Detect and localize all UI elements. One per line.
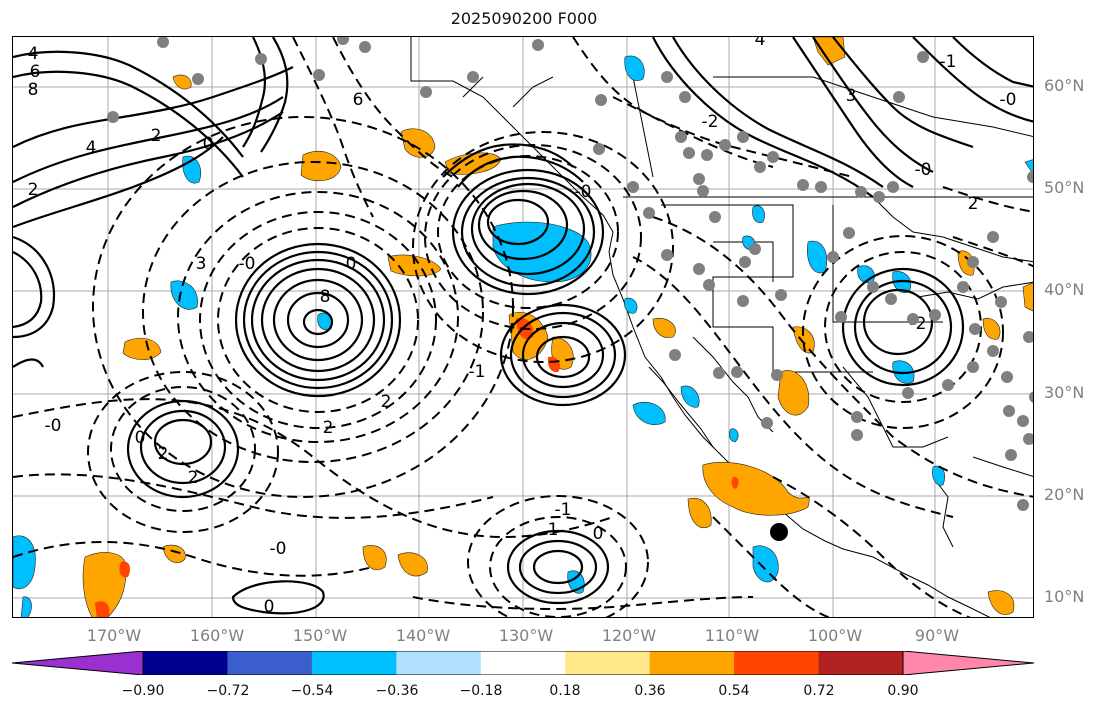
contour-label: 2 [968, 194, 979, 214]
colorbar-tick-label: −0.90 [121, 683, 165, 699]
map-frame: 4 6 8 4 2 0 6 2 8 3 -0 0 2 2 -0 0 2 2 -0… [12, 36, 1034, 618]
contour-label: 2 [188, 468, 199, 488]
contour-label: -0 [270, 539, 287, 559]
colorbar-segment [565, 651, 651, 675]
contour-label: 4 [28, 44, 39, 64]
lon-label: 110°W [704, 626, 760, 645]
station-markers [107, 37, 1033, 511]
contour-label: 2 [151, 126, 162, 146]
colorbar [12, 651, 1035, 675]
colorbar-tick-label: −0.72 [206, 683, 250, 699]
contour-label: 0 [135, 428, 146, 448]
contour-label: 4 [86, 138, 97, 158]
contour-labels: 4 6 8 4 2 0 6 2 8 3 -0 0 2 2 -0 0 2 2 -0… [28, 37, 1017, 617]
contour-label: 6 [353, 90, 364, 110]
contour-label: -0 [915, 160, 932, 180]
lat-label: 60°N [1044, 76, 1085, 95]
contour-label: 1 [548, 520, 559, 540]
contour-label: -2 [702, 112, 719, 132]
colorbar-segment [311, 651, 397, 675]
contour-label: -0 [239, 254, 256, 274]
dashed-contours [13, 37, 1033, 617]
contour-label: -1 [555, 500, 572, 520]
colorbar-tick-label: −0.18 [459, 683, 503, 699]
colorbar-segment [818, 651, 904, 675]
colorbar-tick-label: 0.72 [803, 683, 835, 699]
coastlines [410, 37, 1033, 617]
contour-label: 8 [28, 80, 39, 100]
contour-label: 2 [158, 444, 169, 464]
highlight-marker [770, 523, 788, 541]
colorbar-tick-label: −0.54 [290, 683, 334, 699]
map-title: 2025090200 F000 [450, 9, 598, 28]
contour-label: -1 [940, 52, 957, 72]
lat-label: 10°N [1044, 587, 1085, 606]
contour-label: -0 [1000, 90, 1017, 110]
map-canvas: 4 6 8 4 2 0 6 2 8 3 -0 0 2 2 -0 0 2 2 -0… [13, 37, 1033, 617]
colorbar-high-arrow [902, 651, 1035, 675]
contour-label: 0 [203, 134, 214, 154]
lat-label: 40°N [1044, 280, 1085, 299]
colorbar-tick-label: 0.18 [549, 683, 581, 699]
contour-label: -0 [575, 182, 592, 202]
lon-label: 140°W [395, 626, 451, 645]
colorbar-segment [649, 651, 735, 675]
contour-label: 3 [846, 86, 857, 106]
colorbar-tick-label: 0.36 [634, 683, 666, 699]
colorbar-low-arrow [12, 651, 144, 675]
lon-label: 170°W [86, 626, 142, 645]
contour-label: 4 [755, 37, 766, 50]
lon-label: 120°W [601, 626, 657, 645]
contour-label: 2 [323, 418, 334, 438]
contour-label: 6 [30, 62, 41, 82]
graticule [13, 37, 1033, 617]
contour-label: 0 [264, 597, 275, 617]
lon-label: 130°W [498, 626, 554, 645]
lat-label: 50°N [1044, 178, 1085, 197]
contour-label: -0 [45, 416, 62, 436]
colorbar-segment [396, 651, 482, 675]
colorbar-segment [227, 651, 313, 675]
lon-label: 90°W [914, 626, 960, 645]
lon-label: 160°W [189, 626, 245, 645]
contour-label: -1 [469, 362, 486, 382]
colorbar-segment [480, 651, 566, 675]
contour-label: 8 [320, 287, 331, 307]
colorbar-tick-label: −0.36 [375, 683, 419, 699]
colorbar-segment [734, 651, 820, 675]
lon-label: 100°W [807, 626, 863, 645]
lat-label: 30°N [1044, 383, 1085, 402]
contour-label: 0 [593, 524, 604, 544]
contour-label: 2 [381, 392, 392, 412]
colorbar-tick-label: 0.54 [718, 683, 750, 699]
lat-label: 20°N [1044, 485, 1085, 504]
lon-label: 150°W [292, 626, 348, 645]
contour-label: 3 [196, 254, 207, 274]
colorbar-segment [143, 651, 228, 675]
contour-label: 2 [28, 180, 39, 200]
contour-label: 0 [346, 254, 357, 274]
colorbar-tick-label: 0.90 [887, 683, 919, 699]
